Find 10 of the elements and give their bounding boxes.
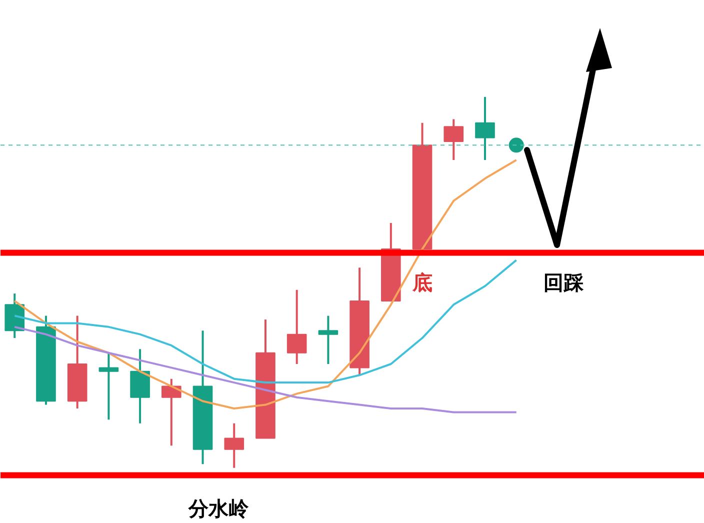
text: 分水岭 bbox=[187, 496, 250, 521]
candlestick bbox=[224, 422, 244, 469]
candlestick bbox=[318, 314, 338, 366]
candlestick bbox=[161, 378, 182, 447]
candlestick bbox=[98, 352, 119, 421]
candlestick bbox=[475, 96, 495, 161]
candlestick bbox=[286, 288, 307, 366]
candlestick bbox=[444, 118, 464, 161]
annotation: 底 bbox=[411, 270, 432, 294]
text: 回踩 bbox=[543, 270, 584, 294]
